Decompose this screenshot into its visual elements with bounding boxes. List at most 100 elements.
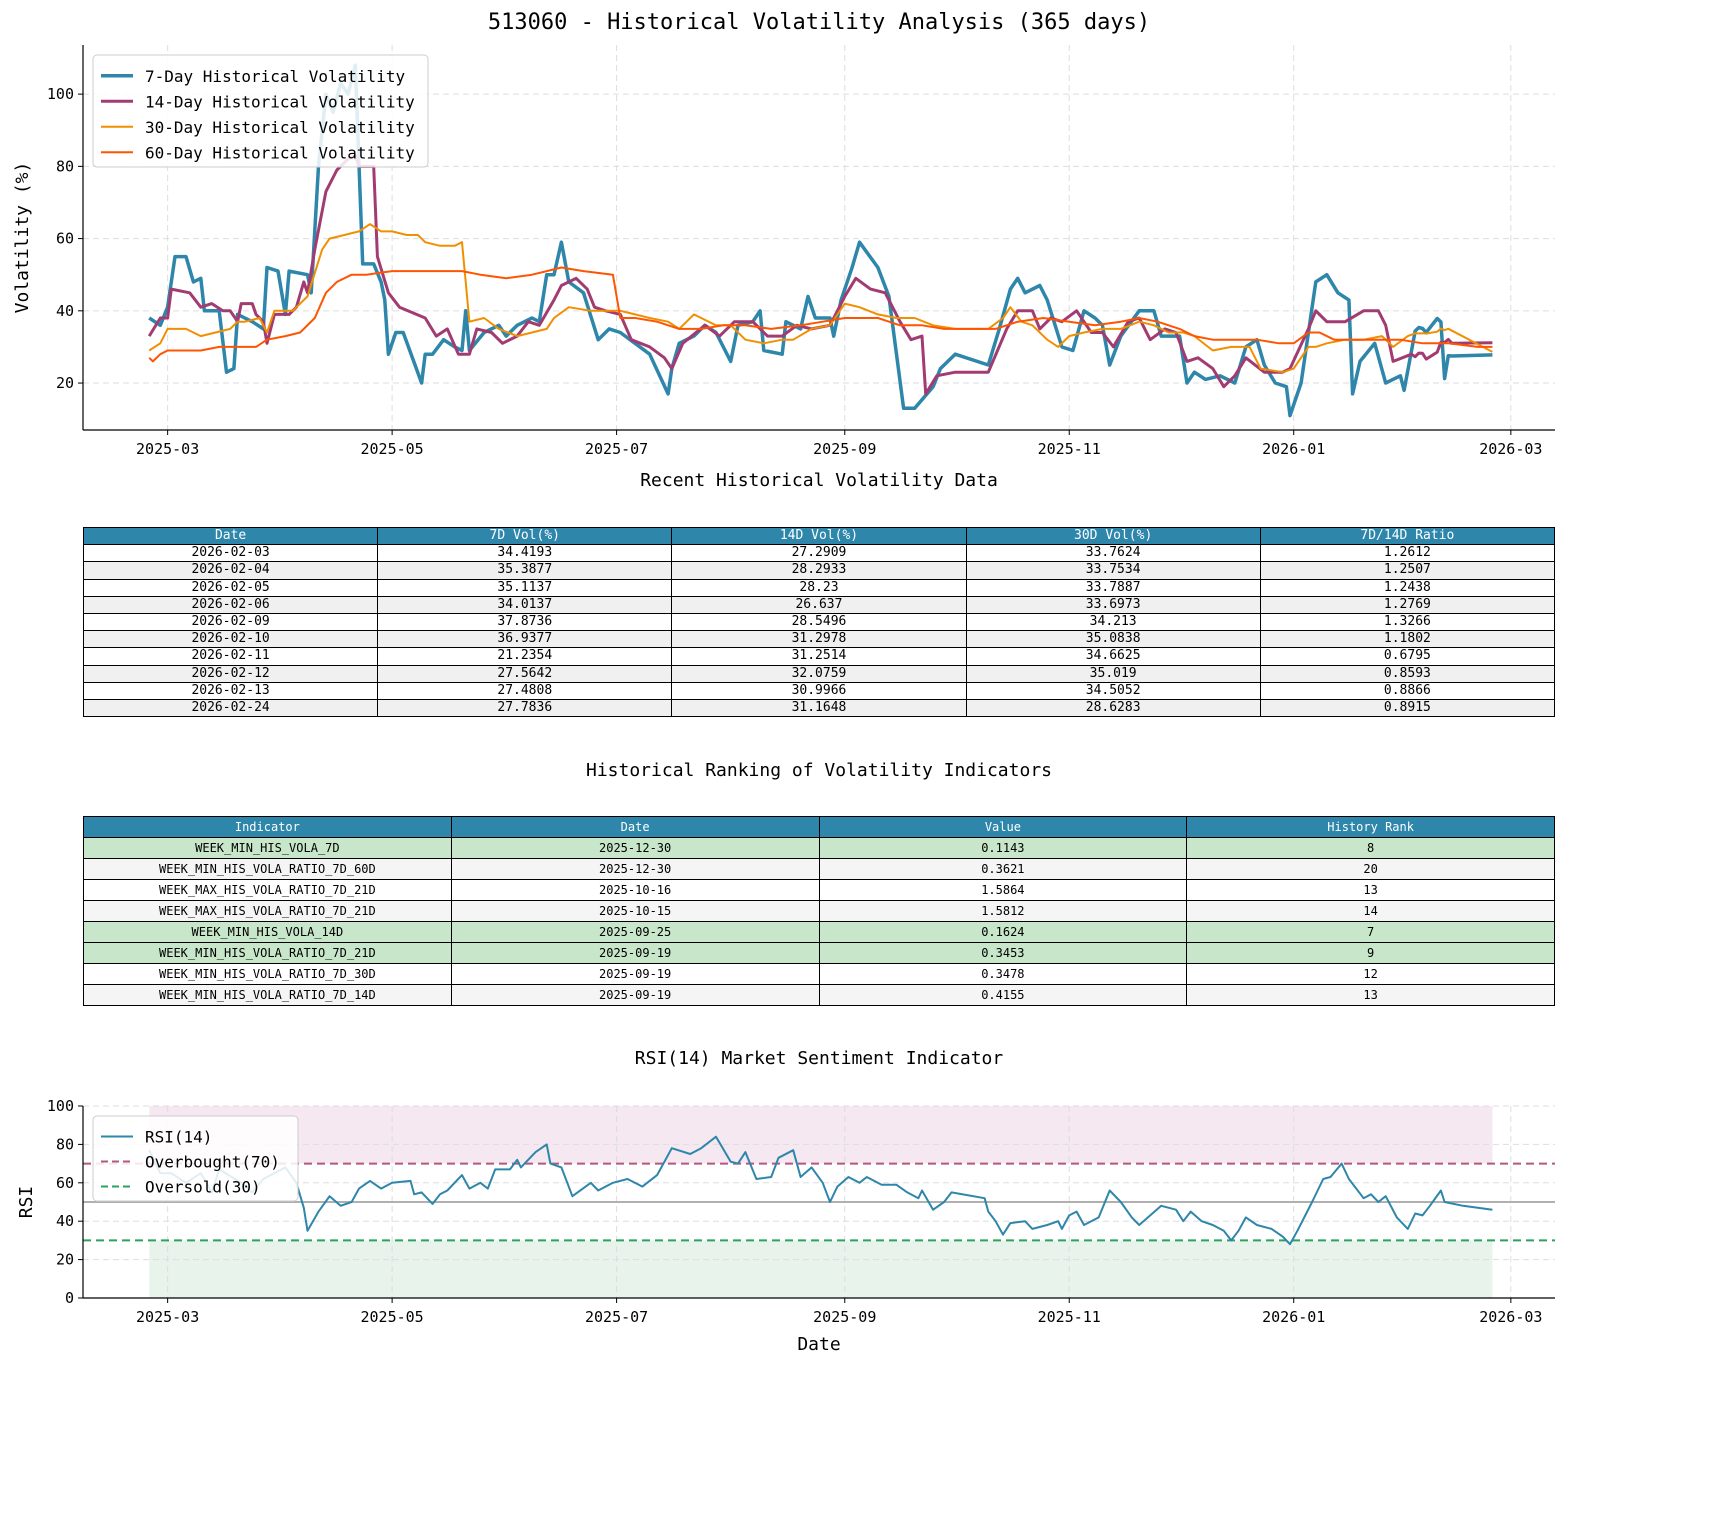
volatility-line-chart: 20 40 60 80 100 2025-03 2025-05 2025-07 2025-09 2… bbox=[12, 45, 1555, 458]
y-tick-label: 60 bbox=[56, 1174, 74, 1192]
table-cell: 1.2438 bbox=[1259, 578, 1556, 597]
table-cell: 33.7624 bbox=[965, 544, 1261, 563]
table-cell: 2026-02-12 bbox=[82, 664, 379, 683]
column-header: Indicator bbox=[83, 816, 452, 838]
chart-title: 513060 - Historical Volatility Analysis … bbox=[487, 10, 1151, 35]
table-cell: WEEK_MIN_HIS_VOLA_RATIO_7D_14D bbox=[83, 984, 452, 1006]
table-row: 2026-02-24 27.7836 31.1648 28.6283 0.8915 bbox=[82, 698, 1556, 718]
column-header: Value bbox=[818, 816, 1188, 838]
legend-label: Overbought(70) bbox=[145, 1153, 280, 1172]
volatility-ranking-table-title: Historical Ranking of Volatility Indicat… bbox=[586, 760, 1052, 781]
table-cell: 2026-02-03 bbox=[82, 544, 379, 563]
y-tick-label: 40 bbox=[56, 1212, 74, 1230]
table-cell: 20 bbox=[1186, 858, 1555, 880]
y-tick-label: 80 bbox=[56, 1135, 74, 1153]
table-cell: 2026-02-05 bbox=[82, 578, 379, 597]
legend-label: 60-Day Historical Volatility bbox=[145, 143, 415, 162]
table-cell: WEEK_MIN_HIS_VOLA_RATIO_7D_60D bbox=[83, 858, 452, 880]
table-cell: 30.9966 bbox=[671, 681, 967, 700]
table-cell: 34.5052 bbox=[965, 681, 1261, 700]
y-tick-label: 80 bbox=[56, 157, 74, 175]
table-cell: 31.2514 bbox=[671, 647, 967, 666]
legend-label: RSI(14) bbox=[145, 1128, 212, 1147]
table-cell: 35.1137 bbox=[377, 578, 673, 597]
table-cell: 21.2354 bbox=[377, 647, 673, 666]
legend-label: Oversold(30) bbox=[145, 1178, 261, 1197]
y-tick-label: 20 bbox=[56, 1251, 74, 1269]
column-header: 7D Vol(%) bbox=[377, 526, 673, 546]
x-tick-label: 2025-05 bbox=[361, 1308, 424, 1326]
table-cell: WEEK_MIN_HIS_VOLA_RATIO_7D_30D bbox=[83, 963, 452, 985]
table-cell: 36.9377 bbox=[377, 630, 673, 649]
table-cell: 0.3453 bbox=[818, 942, 1188, 964]
table-cell: 34.0137 bbox=[377, 595, 673, 614]
y-tick-label: 40 bbox=[56, 302, 74, 320]
table-cell: 33.7887 bbox=[965, 578, 1261, 597]
x-tick-label: 2025-09 bbox=[813, 1308, 876, 1326]
table-cell: 34.4193 bbox=[377, 544, 673, 563]
table-cell: 37.8736 bbox=[377, 612, 673, 632]
table-cell: 35.0838 bbox=[965, 630, 1261, 649]
column-header: 30D Vol(%) bbox=[965, 526, 1261, 546]
y-tick-label: 0 bbox=[65, 1289, 74, 1307]
y-tick-label: 100 bbox=[47, 1097, 74, 1115]
table-cell: 2026-02-11 bbox=[82, 647, 379, 666]
x-tick-label: 2025-05 bbox=[361, 440, 424, 458]
series-line bbox=[148, 1135, 1493, 1246]
table-row: WEEK_MIN_HIS_VOLA_RATIO_7D_14D 2025-09-19… bbox=[83, 984, 1555, 1006]
table-cell: 2026-02-13 bbox=[82, 681, 379, 700]
y-tick-label: 20 bbox=[56, 374, 74, 392]
y-tick-label: 100 bbox=[47, 85, 74, 103]
table-cell: 2025-09-19 bbox=[450, 963, 820, 985]
table-cell: 0.1624 bbox=[818, 921, 1188, 943]
table-cell: 2025-10-16 bbox=[450, 879, 820, 901]
table-cell: 1.2612 bbox=[1259, 544, 1556, 563]
table-cell: 2025-12-30 bbox=[450, 858, 820, 880]
table-cell: 0.1143 bbox=[818, 837, 1188, 859]
table-row: 2026-02-12 27.5642 32.0759 35.019 0.8593 bbox=[82, 664, 1556, 683]
highlighted-table-row: WEEK_MIN_HIS_VOLA_7D 2025-12-30 0.1143 8 bbox=[83, 837, 1555, 859]
table-cell: WEEK_MIN_HIS_VOLA_RATIO_7D_21D bbox=[83, 942, 452, 964]
table-cell: 2026-02-04 bbox=[82, 561, 379, 580]
x-tick-label: 2025-07 bbox=[585, 1308, 648, 1326]
column-header: 7D/14D Ratio bbox=[1259, 526, 1556, 546]
x-tick-label: 2026-03 bbox=[1479, 1308, 1542, 1326]
table-cell: 1.3266 bbox=[1259, 612, 1556, 632]
legend-box bbox=[92, 1115, 299, 1202]
table-cell: 1.2507 bbox=[1259, 561, 1556, 580]
table-cell: 2025-09-19 bbox=[450, 984, 820, 1006]
table-cell: WEEK_MIN_HIS_VOLA_7D bbox=[83, 837, 452, 859]
table-cell: 2026-02-10 bbox=[82, 630, 379, 649]
table-cell: 14 bbox=[1186, 900, 1555, 922]
legend-label: 30-Day Historical Volatility bbox=[145, 118, 415, 137]
column-header: 14D Vol(%) bbox=[671, 526, 967, 546]
table-row: 2026-02-03 34.4193 27.2909 33.7624 1.2612 bbox=[82, 544, 1556, 563]
table-cell: 2026-02-09 bbox=[82, 612, 379, 632]
table-cell: 35.3877 bbox=[377, 561, 673, 580]
table-row: 2026-02-10 36.9377 31.2978 35.0838 1.1802 bbox=[82, 630, 1556, 649]
highlighted-table-row: WEEK_MIN_HIS_VOLA_RATIO_7D_21D 2025-09-19… bbox=[83, 942, 1555, 964]
x-tick-label: 2025-03 bbox=[136, 1308, 199, 1326]
table-cell: 7 bbox=[1186, 921, 1555, 943]
table-cell: 2026-02-06 bbox=[82, 595, 379, 614]
legend-label: 14-Day Historical Volatility bbox=[145, 92, 415, 111]
table-cell: 2026-02-24 bbox=[82, 698, 379, 718]
table-cell: 31.1648 bbox=[671, 698, 967, 718]
rsi-chart-title: RSI(14) Market Sentiment Indicator bbox=[634, 1048, 1004, 1069]
table-row: WEEK_MIN_HIS_VOLA_RATIO_7D_30D 2025-09-19… bbox=[83, 963, 1555, 985]
table-cell: 35.019 bbox=[965, 664, 1261, 683]
shaded-zone bbox=[149, 1106, 1493, 1164]
table-cell: 28.5496 bbox=[671, 612, 967, 632]
table-row: 2026-02-09 37.8736 28.5496 34.213 1.3266 bbox=[82, 612, 1556, 632]
table-cell: 13 bbox=[1186, 879, 1555, 901]
table-cell: 28.23 bbox=[671, 578, 967, 597]
table-row: WEEK_MAX_HIS_VOLA_RATIO_7D_21D 2025-10-16… bbox=[83, 879, 1555, 901]
table-cell: 0.8593 bbox=[1259, 664, 1556, 683]
x-tick-label: 2025-03 bbox=[136, 440, 199, 458]
table-cell: 27.5642 bbox=[377, 664, 673, 683]
x-tick-label: 2025-09 bbox=[813, 440, 876, 458]
legend-box bbox=[92, 54, 429, 168]
x-tick-label: 2025-11 bbox=[1038, 440, 1101, 458]
table-cell: 8 bbox=[1186, 837, 1555, 859]
